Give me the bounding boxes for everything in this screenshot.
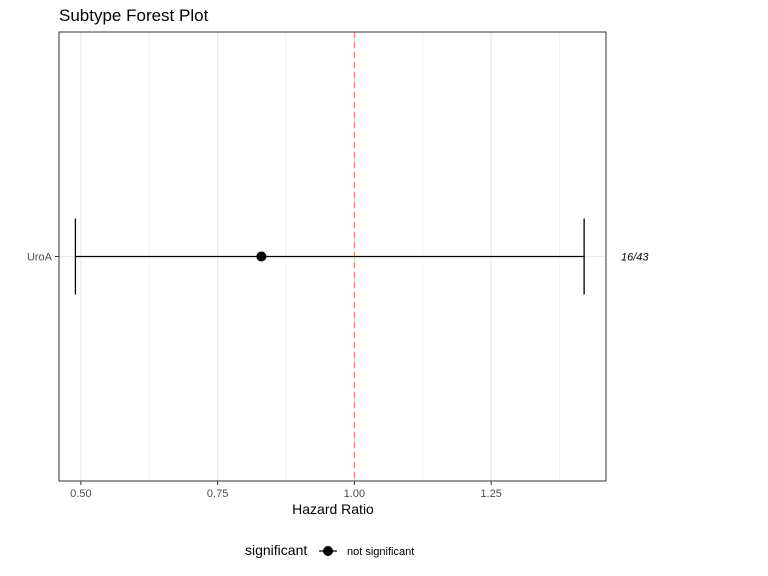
point-annotation: 16/43 (621, 252, 649, 264)
x-axis-title: Hazard Ratio (292, 501, 374, 517)
y-tick-label: UroA (27, 252, 53, 264)
chart-title: Subtype Forest Plot (59, 6, 209, 25)
x-tick-label: 1.25 (480, 488, 501, 500)
legend-title: significant (245, 542, 307, 558)
legend-key-point (323, 546, 333, 556)
x-tick-label: 0.50 (70, 488, 91, 500)
legend-entry-label: not significant (347, 546, 414, 558)
x-tick-label: 1.00 (344, 488, 365, 500)
y-axis: UroA (27, 252, 59, 264)
plot-marks: 16/43 (74, 32, 649, 481)
x-tick-label: 0.75 (207, 488, 228, 500)
hazard-ratio-point (256, 251, 267, 262)
legend: significant not significant (245, 542, 414, 558)
x-axis: 0.50 0.75 1.00 1.25 (70, 481, 502, 500)
